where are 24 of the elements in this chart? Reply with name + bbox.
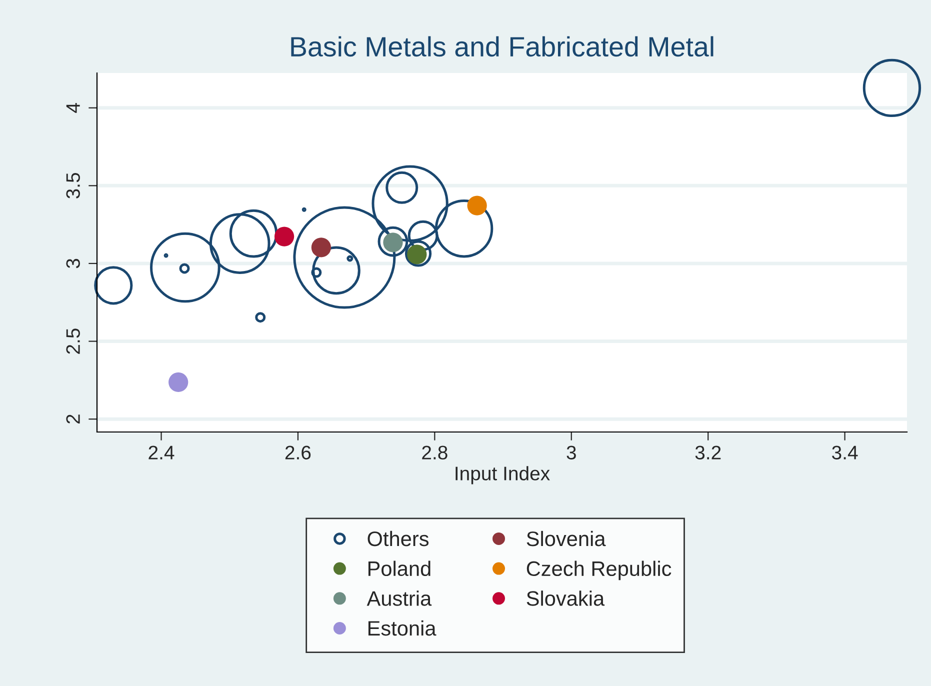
x-tick-label: 3.4 <box>832 446 858 460</box>
legend-label: Slovenia <box>526 530 606 546</box>
legend-label: Austria <box>366 590 432 606</box>
point <box>168 372 188 392</box>
x-tick-label: 3.2 <box>695 446 721 460</box>
x-axis-title: Input Index <box>456 466 550 484</box>
point <box>274 226 294 246</box>
y-tick-label: 2.5 <box>66 328 80 354</box>
x-tick-label: 2.8 <box>422 446 448 460</box>
y-tick-label: 2 <box>66 414 80 424</box>
legend-label: Estonia <box>368 620 436 636</box>
y-tick-label: 3 <box>66 258 80 268</box>
point <box>311 238 332 258</box>
point <box>467 196 487 216</box>
chart-title: Basic Metals and Fabricated Metal <box>291 36 714 57</box>
y-tick-label: 4 <box>66 103 80 113</box>
legend-label: Poland <box>368 560 430 576</box>
x-tick-label: 3 <box>566 446 576 460</box>
legend-label: Others <box>368 530 429 546</box>
legend-label: Czech Republic <box>526 560 672 580</box>
x-tick-label: 2.6 <box>285 446 311 460</box>
y-tick-label: 3.5 <box>66 172 80 198</box>
legend-label: Slovakia <box>526 590 605 606</box>
x-tick-label: 2.4 <box>148 446 174 460</box>
